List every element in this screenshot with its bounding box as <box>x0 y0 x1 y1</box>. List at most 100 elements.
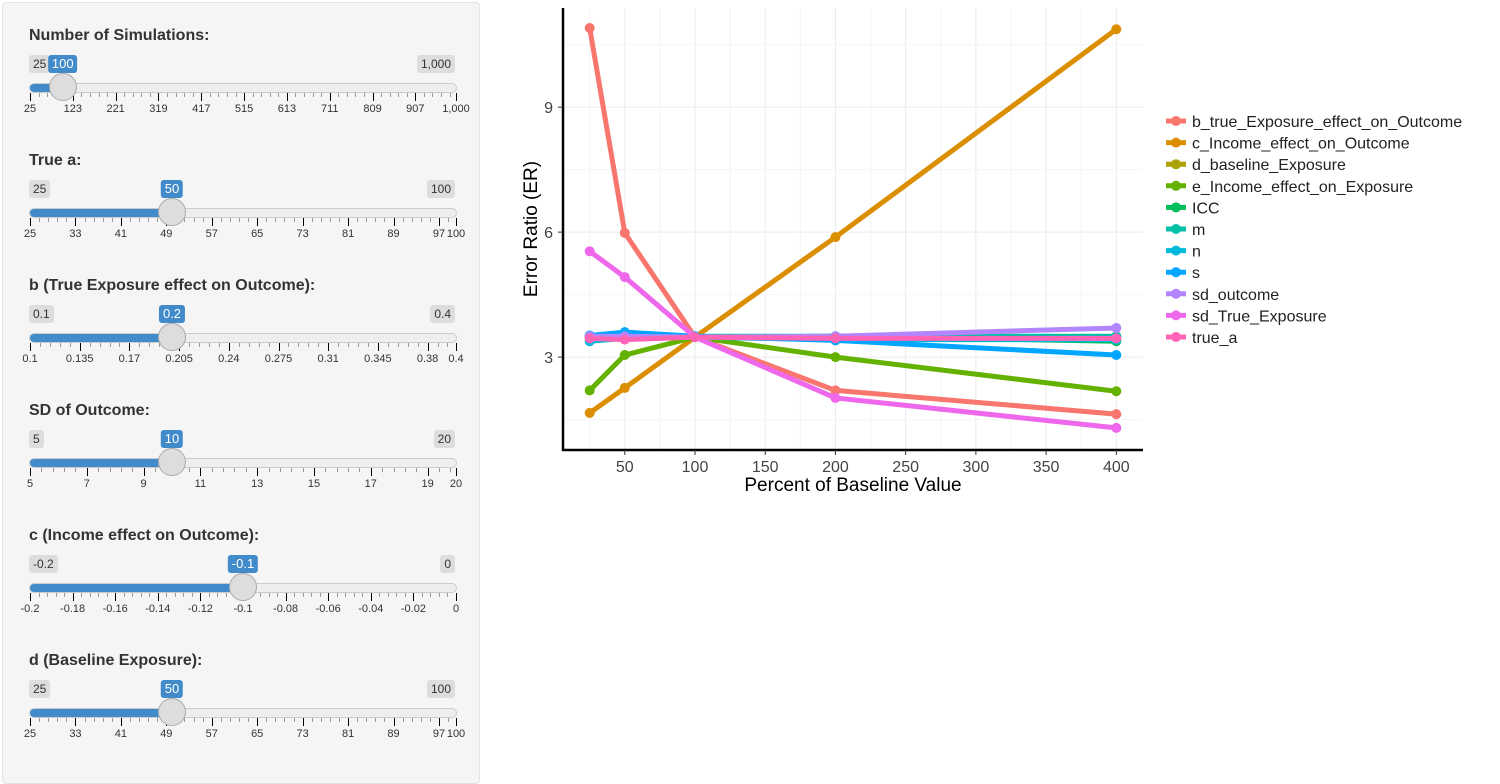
slider-handle[interactable] <box>158 198 186 226</box>
legend-key-point <box>1171 245 1181 256</box>
slider-minor-tick <box>184 718 186 722</box>
slider-tick-label: 7 <box>83 478 90 490</box>
slider-tick-label: -0.04 <box>358 603 384 615</box>
slider-minor-tick <box>141 93 143 97</box>
legend-item <box>1166 180 1186 191</box>
slider-handle[interactable] <box>158 448 186 476</box>
slider-minor-tick <box>84 218 86 222</box>
slider-major-tick <box>228 343 230 351</box>
slider-3[interactable]: SD of Outcome: 5 20 10 5 7 9 11 13 15 17 19 20 <box>3 402 479 527</box>
legend-item <box>1166 159 1186 170</box>
slider-minor-tick <box>149 593 151 597</box>
slider-track[interactable] <box>29 333 457 343</box>
slider-minor-tick <box>420 718 422 722</box>
slider-track[interactable] <box>29 458 457 468</box>
slider-tick-label: 0.24 <box>218 353 240 365</box>
slider-minor-tick <box>217 593 219 597</box>
slider-minor-tick <box>284 718 286 722</box>
slider-tick-label: 417 <box>192 103 211 115</box>
slider-major-tick <box>200 593 202 601</box>
slider-tick-label: 73 <box>296 728 309 740</box>
data-point <box>830 232 841 243</box>
slider-minor-tick <box>338 718 340 722</box>
slider-5[interactable]: d (Baseline Exposure): 25 100 50 25 33 41 49 57 6… <box>3 652 479 777</box>
slider-tick-label: 0 <box>452 603 460 615</box>
slider-tick-label: -0.18 <box>60 603 86 615</box>
slider-minor-tick <box>381 93 383 97</box>
slider-handle[interactable] <box>48 73 77 101</box>
slider-track[interactable] <box>29 83 457 93</box>
slider-tick-label: 97 <box>432 728 446 740</box>
slider-minor-tick <box>363 93 365 97</box>
slider-minor-tick <box>407 343 409 347</box>
slider-tick-label: 319 <box>149 103 168 115</box>
slider-4[interactable]: c (Income effect on Outcome): -0.2 0 -0.1 -0… <box>3 527 479 652</box>
slider-minor-tick <box>111 218 113 222</box>
slider-handle[interactable] <box>229 573 257 601</box>
slider-minor-tick <box>226 93 228 97</box>
slider-minor-tick <box>220 718 222 722</box>
slider-tick-label: 221 <box>106 103 125 115</box>
data-point <box>619 350 630 361</box>
slider-minor-tick <box>38 593 40 597</box>
slider-tick-label: -0.12 <box>187 603 213 615</box>
slider-major-tick <box>257 468 259 476</box>
legend-key-point <box>1171 180 1181 191</box>
slider-1[interactable]: True a: 25 100 50 25 33 41 49 57 65 73 81 89 97 100 <box>3 152 479 277</box>
slider-tick-label: 41 <box>114 728 127 740</box>
slider-minor-tick <box>275 718 277 722</box>
slider-major-tick <box>30 593 31 601</box>
legend-label: s <box>1192 265 1200 282</box>
slider-tick-label: 907 <box>406 103 425 115</box>
slider-minor-tick <box>57 718 59 722</box>
slider-2[interactable]: b (True Exposure effect on Outcome): 0.1 0… <box>3 277 479 402</box>
slider-tick-label: 515 <box>234 103 254 115</box>
data-point <box>619 272 630 283</box>
slider-track[interactable] <box>29 708 457 718</box>
x-tick-label: 350 <box>1033 459 1060 476</box>
slider-minor-tick <box>402 718 404 722</box>
slider-minor-tick <box>99 343 101 347</box>
slider-minor-tick <box>321 93 323 97</box>
slider-minor-tick <box>278 93 280 97</box>
slider-minor-tick <box>48 218 50 222</box>
slider-handle[interactable] <box>158 323 186 351</box>
slider-minor-tick <box>404 593 406 597</box>
slider-major-tick <box>286 93 288 101</box>
data-point <box>1111 422 1122 433</box>
slider-minor-tick <box>229 718 231 722</box>
slider-minor-tick <box>384 218 386 222</box>
slider-minor-tick <box>211 468 213 472</box>
slider-major-tick <box>438 218 440 226</box>
slider-minor-tick <box>198 343 200 347</box>
slider-max-label: 0.4 <box>430 305 455 323</box>
x-tick-label: 100 <box>682 459 709 476</box>
slider-minor-tick <box>357 718 359 722</box>
slider-minor-tick <box>93 718 95 722</box>
slider-minor-tick <box>308 343 310 347</box>
slider-minor-tick <box>184 93 186 97</box>
slider-minor-tick <box>102 218 104 222</box>
slider-major-tick <box>314 468 315 476</box>
data-point <box>1111 322 1122 333</box>
slider-minor-tick <box>202 218 204 222</box>
slider-tick-label: 0.17 <box>118 353 141 365</box>
slider-minor-tick <box>318 343 320 347</box>
slider-tick-label: 711 <box>320 103 339 115</box>
slider-track[interactable] <box>29 208 457 218</box>
slider-tick-label: 0.135 <box>65 353 94 365</box>
slider-minor-tick <box>98 468 100 472</box>
slider-handle[interactable] <box>158 698 186 726</box>
slider-minor-tick <box>423 93 425 97</box>
slider-minor-tick <box>375 218 377 222</box>
slider-minor-tick <box>202 718 204 722</box>
slider-0[interactable]: Number of Simulations: 25 1,000 100 25 123 221… <box>3 27 479 152</box>
slider-minor-tick <box>447 343 449 347</box>
slider-label: c (Income effect on Outcome): <box>29 527 260 544</box>
slider-tick-label: 57 <box>205 228 218 240</box>
slider-minor-tick <box>291 468 293 472</box>
slider-label: SD of Outcome: <box>29 402 150 419</box>
slider-major-tick <box>372 93 374 101</box>
slider-minor-tick <box>38 93 40 97</box>
slider-major-tick <box>393 218 395 226</box>
